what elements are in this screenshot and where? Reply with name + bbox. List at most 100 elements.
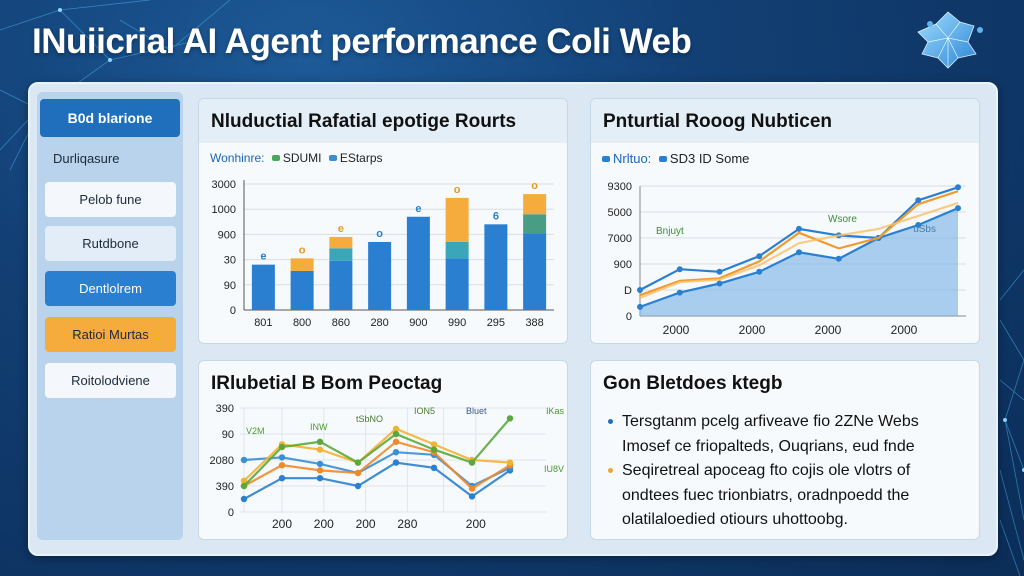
legend-swatch-blue xyxy=(328,155,337,162)
bar-segment xyxy=(484,224,508,310)
data-point xyxy=(354,469,362,477)
x-tick-label: 280 xyxy=(397,517,417,531)
data-point xyxy=(240,495,248,503)
bar-value-label: 6 xyxy=(493,210,499,222)
bar-segment xyxy=(523,233,547,310)
x-tick-label: 2000 xyxy=(663,323,690,337)
x-tick-label: 2000 xyxy=(891,323,918,337)
legend-title: Nrltuo: xyxy=(613,151,652,166)
y-tick-label: 90 xyxy=(224,280,236,292)
line-chart: 0 390 2080 90 390 200 200 200 280 200 V2M INW tSbNO I… xyxy=(210,403,565,531)
y-tick-label: 900 xyxy=(614,259,632,271)
y-tick-label: 2080 xyxy=(210,455,234,467)
data-point xyxy=(915,222,922,228)
x-tick-label: 200 xyxy=(272,517,292,531)
notes-panel: Gon Bletdoes ktegb xyxy=(590,360,980,540)
data-point xyxy=(716,268,723,275)
legend-label: SD3 ID Some xyxy=(669,151,750,166)
legend-swatch-blue xyxy=(658,156,667,163)
bar-value-label: o xyxy=(376,228,383,240)
sidebar-item-ratioi-murtas[interactable]: Ratioi Murtas xyxy=(45,317,176,352)
annotation-label: IKas xyxy=(546,406,565,416)
legend-label: SDUMI xyxy=(282,151,322,165)
data-point xyxy=(796,225,802,232)
bar-chart-title: Nluductial Rafatial epotige Rourts xyxy=(199,99,567,143)
bar-segment xyxy=(445,241,469,259)
sidebar-item-roitolodviene[interactable]: Roitolodviene xyxy=(45,363,176,398)
sidebar-item-rutdbone[interactable]: Rutdbone xyxy=(45,226,176,261)
x-tick-label: 990 xyxy=(448,317,466,329)
data-point xyxy=(240,477,248,484)
data-point xyxy=(354,482,362,490)
series-line xyxy=(243,417,511,487)
bullet-icon xyxy=(608,419,613,424)
page-title: INuiicrial AI Agent performance Coli Web xyxy=(32,22,692,61)
data-point xyxy=(716,280,723,287)
y-tick-label: 7000 xyxy=(608,233,632,245)
x-tick-label: 388 xyxy=(525,317,543,329)
data-point xyxy=(316,446,324,453)
bar-segment xyxy=(523,194,547,215)
data-point xyxy=(278,454,286,461)
data-point xyxy=(506,415,514,422)
data-point xyxy=(316,438,324,445)
data-point xyxy=(637,287,643,293)
legend-swatch-blue xyxy=(602,156,610,163)
notes-title: Gon Bletdoes ktegb xyxy=(603,373,783,394)
x-tick-label: 2000 xyxy=(815,323,842,337)
bar-chart-legend: Wonhinre: SDUMI EStarps xyxy=(210,151,383,165)
data-point xyxy=(796,249,802,256)
x-tick-label: 200 xyxy=(356,517,376,531)
x-tick-label: 280 xyxy=(370,317,388,329)
sidebar-section-label: Durliqasure xyxy=(53,151,120,166)
data-point xyxy=(468,459,476,466)
crystal-network-icon xyxy=(917,11,983,69)
sidebar-item-pelob-fune[interactable]: Pelob fune xyxy=(45,182,176,217)
annotation-label: V2M xyxy=(246,426,265,436)
bar-value-label: e xyxy=(338,223,344,235)
bar-segment xyxy=(445,197,469,242)
data-point xyxy=(915,197,922,204)
annotation-label: uSbs xyxy=(913,224,936,235)
data-point xyxy=(278,462,286,469)
data-point xyxy=(316,475,324,482)
x-tick-label: 200 xyxy=(466,517,486,531)
data-point xyxy=(278,443,286,451)
data-point xyxy=(676,266,683,273)
bar-segment xyxy=(329,260,353,310)
y-tick-label: 0 xyxy=(228,507,234,519)
data-point xyxy=(756,253,763,260)
y-tick-label: 390 xyxy=(216,481,234,493)
series-line xyxy=(639,201,959,299)
series-line xyxy=(639,190,959,297)
bar-segment xyxy=(329,236,353,249)
note-text: Seqiretreal apoceag fto cojis ole vlotrs… xyxy=(622,462,911,528)
series-line xyxy=(243,427,511,482)
line-chart-title: IRlubetial B Bom Peoctag xyxy=(211,373,443,394)
data-point xyxy=(468,493,476,500)
bar-chart: 0 90 30 900 1000 3000 e 801 o 800 e 860 o 280 e 900 o 990… xyxy=(212,179,554,329)
annotation-label: Bluet xyxy=(466,406,487,416)
sidebar-item-dentlolrem[interactable]: Dentlolrem xyxy=(45,271,176,306)
area-chart-title: Pnturtial Rooog Nubticen xyxy=(591,99,979,143)
data-point xyxy=(392,459,400,466)
data-point xyxy=(392,430,400,438)
y-tick-label: 900 xyxy=(218,229,236,241)
sidebar xyxy=(37,92,183,540)
bar-value-label: e xyxy=(415,203,421,215)
data-point xyxy=(430,464,438,471)
note-item: Seqiretreal apoceag fto cojis ole vlotrs… xyxy=(608,459,968,533)
annotation-label: IU8V xyxy=(544,464,564,474)
data-point xyxy=(392,438,400,445)
y-tick-label: 30 xyxy=(224,255,236,267)
y-tick-label: 0 xyxy=(230,305,236,317)
legend-swatch-green xyxy=(271,155,280,162)
note-text: Tersgtanm pcelg arfiveave fio 2ZNe Webs … xyxy=(622,413,919,455)
bar-value-label: o xyxy=(531,180,538,192)
annotation-label: INW xyxy=(310,422,328,432)
legend-title: Wonhinre: xyxy=(210,151,265,165)
bar-value-label: e xyxy=(260,251,266,263)
y-tick-label: 9300 xyxy=(608,181,632,193)
bar-segment xyxy=(445,258,469,310)
sidebar-header: B0d blarione xyxy=(40,99,180,137)
